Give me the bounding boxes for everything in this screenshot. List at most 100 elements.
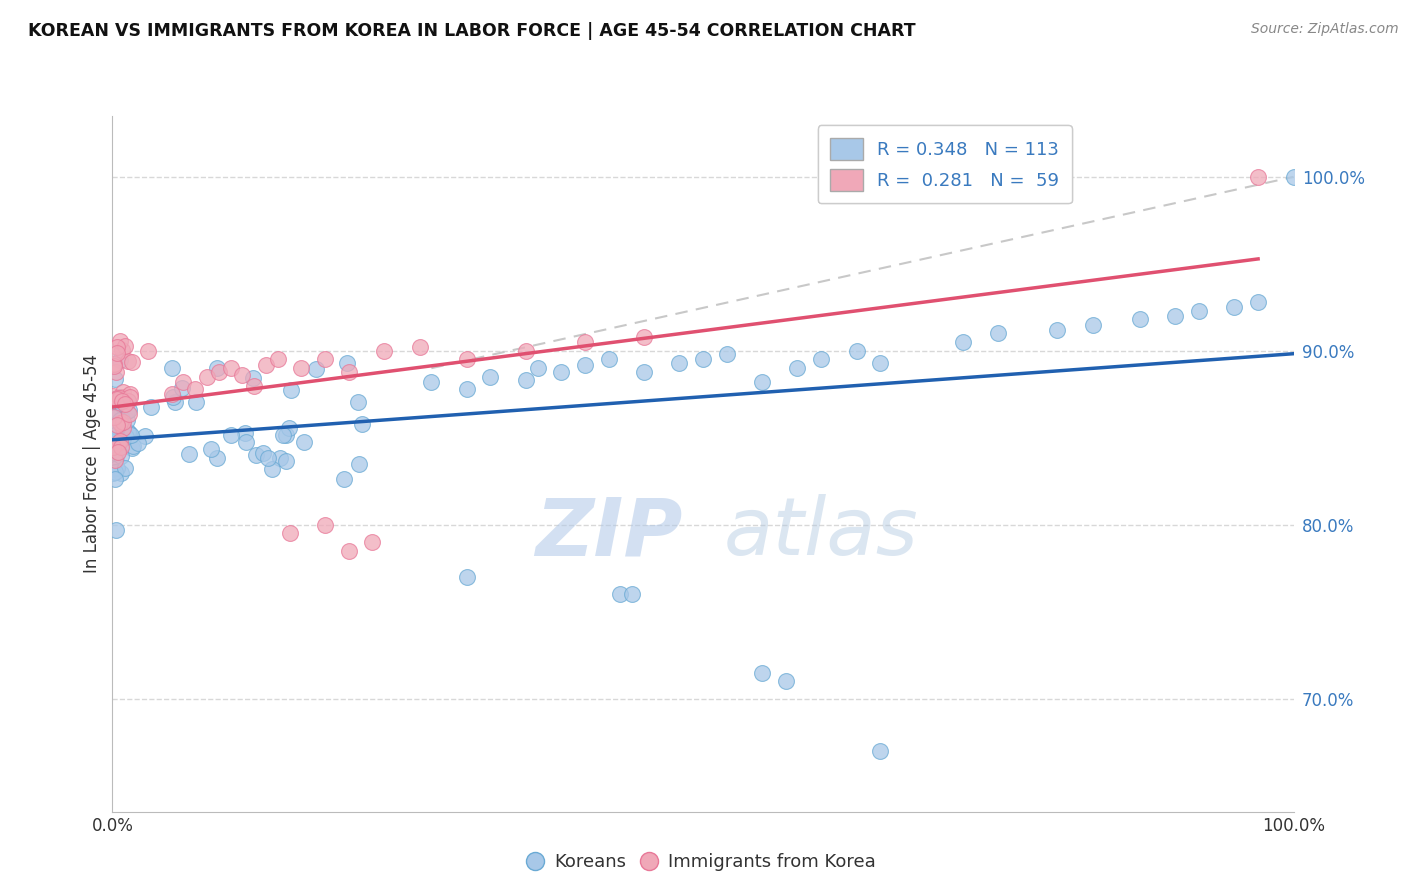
Point: [110, 440, 132, 454]
Point: [121, 355, 143, 369]
Point: [162, 361, 184, 376]
Point: [1247, 295, 1270, 310]
Point: [105, 345, 128, 359]
Point: [243, 378, 266, 392]
Point: [103, 410, 125, 425]
Point: [118, 425, 141, 440]
Point: [290, 361, 312, 376]
Point: [1282, 169, 1305, 184]
Point: [103, 430, 125, 444]
Point: [108, 417, 131, 431]
Point: [254, 358, 277, 372]
Point: [108, 416, 131, 430]
Legend: R = 0.348   N = 113, R =  0.281   N =  59: R = 0.348 N = 113, R = 0.281 N = 59: [818, 125, 1071, 203]
Point: [869, 744, 891, 758]
Point: [219, 361, 242, 376]
Point: [103, 357, 125, 371]
Point: [184, 382, 207, 396]
Point: [186, 395, 208, 409]
Point: [115, 413, 138, 427]
Point: [118, 390, 141, 404]
Point: [314, 517, 336, 532]
Point: [136, 343, 159, 358]
Point: [110, 390, 132, 404]
Point: [103, 433, 125, 447]
Point: [108, 431, 131, 445]
Y-axis label: In Labor Force | Age 45-54: In Labor Force | Age 45-54: [83, 354, 101, 574]
Point: [104, 446, 127, 460]
Point: [107, 429, 129, 443]
Point: [114, 397, 136, 411]
Point: [668, 356, 690, 370]
Point: [574, 358, 596, 372]
Point: [101, 440, 124, 454]
Point: [751, 375, 773, 389]
Point: [118, 407, 141, 421]
Point: [163, 394, 186, 409]
Point: [692, 352, 714, 367]
Point: [115, 404, 138, 418]
Point: [117, 354, 139, 368]
Point: [104, 428, 127, 442]
Point: [609, 587, 631, 601]
Point: [408, 340, 430, 354]
Point: [110, 401, 132, 415]
Point: [479, 369, 502, 384]
Text: atlas: atlas: [724, 494, 918, 573]
Point: [104, 465, 127, 479]
Text: KOREAN VS IMMIGRANTS FROM KOREA IN LABOR FORCE | AGE 45-54 CORRELATION CHART: KOREAN VS IMMIGRANTS FROM KOREA IN LABOR…: [28, 22, 915, 40]
Point: [170, 381, 193, 395]
Point: [550, 365, 572, 379]
Point: [162, 390, 184, 404]
Point: [104, 371, 127, 385]
Point: [598, 352, 620, 367]
Point: [108, 392, 131, 406]
Point: [104, 472, 127, 486]
Point: [105, 418, 128, 433]
Point: [104, 364, 127, 378]
Point: [987, 326, 1010, 341]
Point: [1247, 169, 1270, 184]
Point: [107, 444, 129, 458]
Point: [103, 389, 125, 403]
Point: [118, 387, 141, 401]
Point: [515, 373, 537, 387]
Point: [205, 450, 228, 465]
Legend: Koreans, Immigrants from Korea: Koreans, Immigrants from Korea: [523, 847, 883, 879]
Point: [456, 570, 478, 584]
Point: [118, 403, 141, 417]
Point: [117, 425, 139, 439]
Point: [114, 460, 136, 475]
Point: [235, 435, 257, 450]
Point: [111, 391, 134, 405]
Point: [716, 347, 738, 361]
Point: [337, 365, 360, 379]
Point: [110, 434, 132, 448]
Point: [105, 420, 128, 434]
Point: [111, 385, 134, 400]
Point: [114, 430, 136, 444]
Point: [332, 472, 354, 486]
Point: [515, 343, 537, 358]
Point: [633, 365, 655, 379]
Point: [110, 467, 132, 481]
Point: [257, 450, 280, 465]
Point: [1164, 309, 1187, 323]
Point: [105, 391, 128, 405]
Point: [103, 442, 125, 457]
Point: [104, 392, 127, 406]
Point: [127, 435, 149, 450]
Point: [751, 665, 773, 680]
Point: [101, 467, 124, 481]
Point: [869, 356, 891, 370]
Point: [172, 375, 194, 389]
Point: [105, 450, 128, 465]
Point: [108, 334, 131, 348]
Point: [361, 535, 384, 549]
Point: [621, 587, 644, 601]
Text: Source: ZipAtlas.com: Source: ZipAtlas.com: [1251, 22, 1399, 37]
Point: [242, 371, 264, 385]
Point: [278, 420, 301, 434]
Point: [108, 353, 131, 368]
Point: [105, 392, 128, 407]
